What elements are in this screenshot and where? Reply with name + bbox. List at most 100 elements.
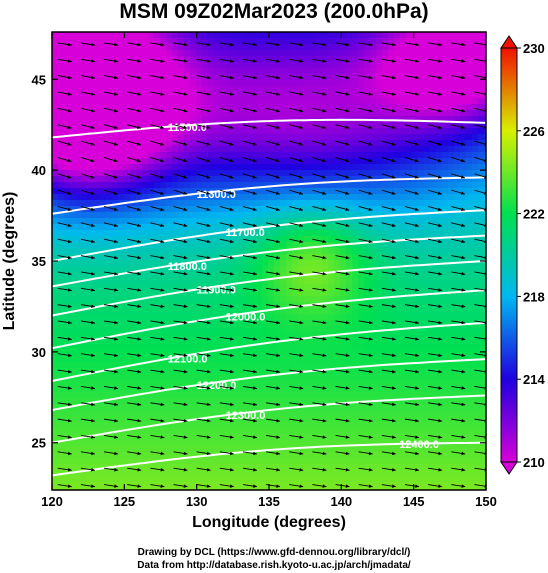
field-cell (328, 356, 335, 363)
field-cell (430, 362, 437, 369)
field-cell (352, 284, 359, 291)
field-cell (280, 80, 287, 87)
field-cell (154, 182, 161, 189)
field-cell (412, 194, 419, 201)
field-cell (250, 80, 257, 87)
field-cell (454, 386, 461, 393)
field-cell (394, 416, 401, 423)
field-cell (220, 308, 227, 315)
field-cell (442, 254, 449, 261)
field-cell (310, 356, 317, 363)
field-cell (382, 284, 389, 291)
field-cell (400, 182, 407, 189)
field-cell (202, 194, 209, 201)
field-cell (100, 86, 107, 93)
field-cell (142, 386, 149, 393)
field-cell (304, 56, 311, 63)
field-cell (448, 272, 455, 279)
field-cell (472, 134, 479, 141)
field-cell (388, 344, 395, 351)
field-cell (100, 182, 107, 189)
field-cell (130, 98, 137, 105)
field-cell (448, 62, 455, 69)
field-cell (454, 272, 461, 279)
field-cell (352, 92, 359, 99)
field-cell (400, 356, 407, 363)
field-cell (274, 152, 281, 159)
field-cell (436, 56, 443, 63)
field-cell (124, 224, 131, 231)
field-cell (124, 146, 131, 153)
field-cell (448, 308, 455, 315)
field-cell (190, 170, 197, 177)
field-cell (142, 68, 149, 75)
field-cell (250, 242, 257, 249)
field-cell (388, 32, 395, 39)
field-cell (124, 140, 131, 147)
field-cell (316, 386, 323, 393)
field-cell (376, 392, 383, 399)
field-cell (400, 116, 407, 123)
field-cell (382, 74, 389, 81)
field-cell (334, 428, 341, 435)
field-cell (208, 200, 215, 207)
field-cell (466, 182, 473, 189)
field-cell (460, 116, 467, 123)
field-cell (394, 404, 401, 411)
field-cell (442, 362, 449, 369)
field-cell (52, 176, 59, 183)
field-cell (154, 416, 161, 423)
field-cell (382, 236, 389, 243)
field-cell (64, 308, 71, 315)
field-cell (106, 122, 113, 129)
field-cell (166, 332, 173, 339)
field-cell (184, 170, 191, 177)
field-cell (292, 278, 299, 285)
field-cell (328, 374, 335, 381)
field-cell (358, 152, 365, 159)
field-cell (280, 116, 287, 123)
field-cell (202, 440, 209, 447)
field-cell (484, 242, 486, 249)
field-cell (274, 284, 281, 291)
field-cell (328, 362, 335, 369)
field-cell (292, 344, 299, 351)
field-cell (82, 392, 89, 399)
field-cell (424, 314, 431, 321)
field-cell (412, 224, 419, 231)
field-cell (250, 302, 257, 309)
field-cell (70, 344, 77, 351)
field-cell (76, 50, 83, 57)
field-cell (130, 110, 137, 117)
field-cell (232, 56, 239, 63)
field-cell (370, 332, 377, 339)
field-cell (316, 278, 323, 285)
field-cell (442, 104, 449, 111)
field-cell (382, 428, 389, 435)
field-cell (202, 362, 209, 369)
field-cell (88, 134, 95, 141)
field-cell (412, 350, 419, 357)
field-cell (130, 434, 137, 441)
field-cell (406, 104, 413, 111)
field-cell (208, 140, 215, 147)
field-cell (142, 416, 149, 423)
field-cell (268, 326, 275, 333)
field-cell (412, 314, 419, 321)
field-cell (400, 242, 407, 249)
field-cell (442, 140, 449, 147)
field-cell (334, 128, 341, 135)
field-cell (418, 272, 425, 279)
field-cell (478, 326, 485, 333)
field-cell (430, 254, 437, 261)
field-cell (178, 44, 185, 51)
field-cell (88, 110, 95, 117)
field-cell (172, 140, 179, 147)
field-cell (262, 68, 269, 75)
field-cell (442, 368, 449, 375)
field-cell (442, 56, 449, 63)
field-cell (454, 434, 461, 441)
field-cell (400, 338, 407, 345)
field-cell (166, 422, 173, 429)
field-cell (472, 206, 479, 213)
